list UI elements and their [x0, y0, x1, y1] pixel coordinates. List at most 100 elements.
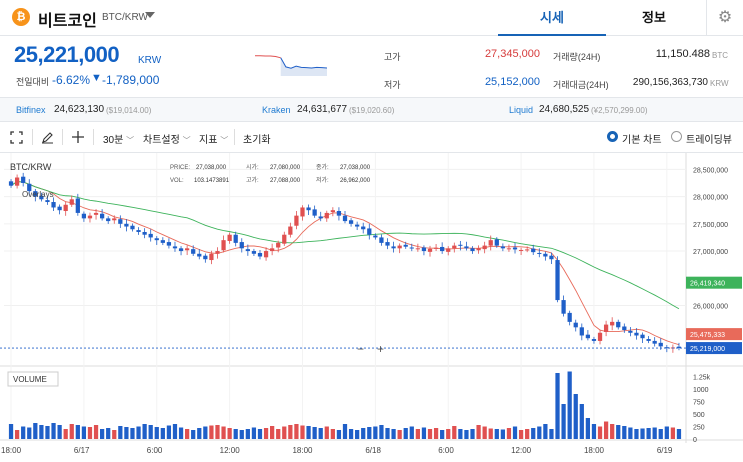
ohlc-low: 26,962,000 [340, 178, 371, 184]
volume-bar [373, 426, 378, 439]
exchange-name[interactable]: Bitfinex [16, 105, 46, 115]
candle-body [57, 206, 62, 211]
reset-button[interactable]: 초기화 [243, 135, 271, 146]
sparkline-line-up [255, 55, 281, 59]
exchange-price: 24,623,130 [54, 104, 105, 115]
interval-label: 30분 [103, 135, 124, 146]
exchange-name[interactable]: Kraken [262, 105, 291, 115]
candle-body [458, 244, 463, 246]
candle-body [415, 248, 420, 250]
volume-bar [282, 426, 287, 439]
candle-body [75, 198, 80, 213]
candle-body [464, 246, 469, 249]
indicators-menu[interactable]: 지표 ﹀ [199, 131, 228, 146]
candle-body [379, 237, 384, 243]
candle-body [646, 339, 651, 341]
volume-bar [93, 425, 99, 439]
fullscreen-icon[interactable] [10, 131, 23, 144]
candle-body [676, 346, 682, 349]
volume-bar [227, 428, 232, 439]
volume-bar [440, 430, 445, 439]
radio-basic-chart[interactable] [607, 131, 618, 142]
volume-bar [397, 430, 402, 439]
volume-bar [330, 429, 335, 439]
candle-body [14, 177, 20, 186]
amount-label: 거래대금(24H) [553, 80, 609, 90]
overlays-label[interactable]: Overlays [22, 190, 54, 199]
candle-body [160, 240, 165, 243]
crosshair-icon[interactable] [71, 130, 85, 144]
candle-body [106, 218, 111, 222]
zoom-out-button[interactable]: − [357, 342, 364, 356]
volume-bar [476, 425, 481, 439]
candle-body [124, 223, 129, 227]
candle-body [342, 215, 348, 222]
volume-bar [543, 424, 548, 439]
volume-bar [531, 428, 536, 439]
candle-body [634, 332, 639, 336]
candle-body [39, 195, 44, 200]
candle-body [45, 200, 50, 203]
gear-icon[interactable]: ⚙ [706, 0, 743, 36]
volume-bar [312, 427, 317, 439]
candle-body [118, 219, 123, 224]
volume-tick-label: 1000 [693, 387, 709, 394]
candles [8, 172, 682, 353]
volume-bar [197, 428, 202, 439]
tab-market[interactable]: 시세 [498, 0, 606, 36]
y-tick-label: 28,000,000 [693, 195, 728, 202]
volume-bar [306, 426, 311, 439]
volume-bar [8, 424, 14, 439]
candle-body [336, 211, 342, 216]
x-tick-label: 6/17 [74, 446, 90, 455]
volume-bar [506, 428, 512, 439]
tab-info[interactable]: 정보 [642, 10, 666, 25]
volume-tick-label: 1.25k [693, 375, 711, 382]
candle-body [652, 340, 657, 344]
volume-bar [124, 427, 129, 439]
interval-select[interactable]: 30분 ﹀ [103, 131, 134, 146]
candle-body [81, 213, 87, 219]
ohlc-high-label: 고가: [246, 176, 259, 184]
radio-tradingview[interactable] [671, 131, 682, 142]
x-tick-label: 6/18 [365, 446, 381, 455]
toolbar-separator [234, 129, 235, 145]
candle-body [245, 249, 250, 252]
volume-bar [603, 421, 609, 439]
candlestick-chart[interactable]: 28,500,000 28,000,000 27,500,000 27,000,000… [0, 153, 743, 462]
candle-body [482, 245, 487, 250]
candle-body [178, 248, 184, 252]
pencil-icon[interactable] [41, 131, 54, 144]
basic-chart-label[interactable]: 기본 차트 [622, 135, 662, 146]
x-tick-label: 6:00 [147, 446, 163, 455]
volume-bar [579, 404, 584, 439]
volume-bar [166, 425, 172, 439]
ma-short-line [10, 181, 680, 346]
volume-bar [488, 428, 493, 439]
zoom-in-button[interactable]: + [377, 342, 384, 356]
candle-body [51, 202, 56, 208]
volume-bar [367, 427, 372, 439]
ohlc-open: 27,080,000 [270, 165, 301, 171]
volume-bar [452, 426, 457, 439]
volume-bar [276, 429, 281, 439]
candle-body [373, 235, 378, 238]
chart-grid [0, 153, 743, 443]
exchange-usd: ($19,020.60) [349, 106, 395, 115]
tradingview-label[interactable]: 트레이딩뷰 [686, 135, 732, 146]
x-tick-label: 12:00 [220, 446, 241, 455]
volume-bar [75, 425, 80, 439]
volume-bar [640, 428, 645, 439]
volume-bar [561, 404, 566, 439]
candle-body [476, 248, 481, 251]
candle-body [579, 327, 584, 336]
volume-bar [148, 425, 153, 439]
chart-settings-menu[interactable]: 차트설정 ﹀ [143, 131, 191, 146]
coin-dropdown-icon[interactable] [145, 12, 155, 18]
volume-bar [379, 425, 384, 439]
ohlc-vol-label: VOL: [170, 178, 184, 184]
volume-bar [573, 394, 578, 439]
candle-body [488, 240, 493, 246]
volume-tick-label: 250 [693, 425, 705, 432]
exchange-name[interactable]: Liquid [509, 105, 534, 115]
